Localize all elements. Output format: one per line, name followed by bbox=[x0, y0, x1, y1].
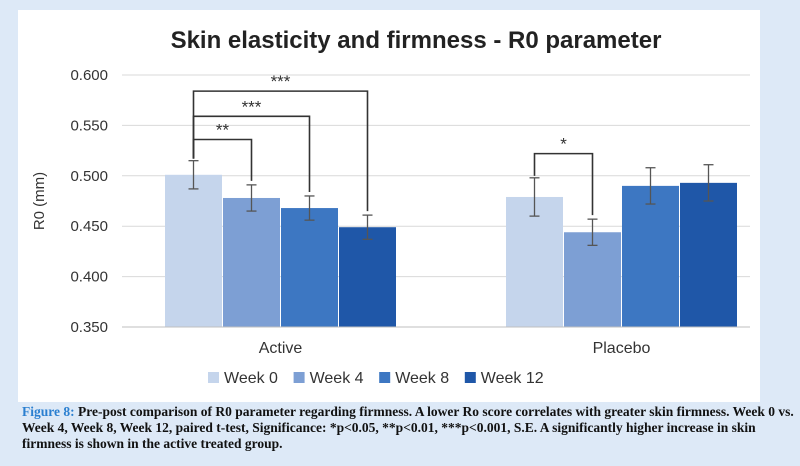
bar bbox=[564, 232, 621, 327]
significance-label: * bbox=[560, 135, 567, 154]
bar bbox=[506, 196, 563, 327]
significance-bracket bbox=[533, 152, 594, 216]
figure-caption: Figure 8: Pre-post comparison of R0 para… bbox=[22, 404, 794, 452]
bar bbox=[223, 197, 280, 327]
significance-bracket bbox=[192, 90, 369, 212]
significance-label: *** bbox=[271, 72, 291, 91]
x-category-label: Placebo bbox=[593, 340, 651, 357]
caption-text: Pre-post comparison of R0 parameter rega… bbox=[22, 404, 794, 451]
significance-label: ** bbox=[216, 121, 230, 140]
y-tick-label: 0.550 bbox=[70, 117, 108, 134]
legend-swatch bbox=[208, 372, 219, 383]
legend-label: Week 4 bbox=[310, 370, 364, 387]
chart-title: Skin elasticity and firmness - R0 parame… bbox=[171, 27, 662, 54]
legend-label: Week 0 bbox=[224, 370, 278, 387]
bar bbox=[680, 182, 737, 327]
x-category-label: Active bbox=[259, 340, 303, 357]
y-tick-label: 0.450 bbox=[70, 218, 108, 235]
legend-label: Week 12 bbox=[481, 370, 544, 387]
figure-label: Figure 8: bbox=[22, 404, 75, 419]
legend-swatch bbox=[379, 372, 391, 383]
y-tick-label: 0.500 bbox=[70, 168, 108, 185]
y-axis-label: R0 (mm) bbox=[31, 172, 48, 230]
y-tick-label: 0.350 bbox=[70, 319, 108, 336]
chart-panel: Skin elasticity and firmness - R0 parame… bbox=[18, 10, 760, 402]
legend-label: Week 8 bbox=[395, 370, 449, 387]
y-tick-label: 0.400 bbox=[70, 269, 108, 286]
legend-swatch bbox=[464, 372, 476, 383]
bar bbox=[281, 208, 338, 327]
significance-label: *** bbox=[242, 97, 262, 116]
bar bbox=[622, 185, 679, 327]
bar bbox=[339, 227, 396, 327]
legend-swatch bbox=[293, 372, 305, 383]
bar-chart: Skin elasticity and firmness - R0 parame… bbox=[31, 27, 750, 387]
y-tick-label: 0.600 bbox=[70, 67, 108, 84]
significance-bracket bbox=[192, 138, 253, 181]
bar bbox=[165, 174, 222, 327]
